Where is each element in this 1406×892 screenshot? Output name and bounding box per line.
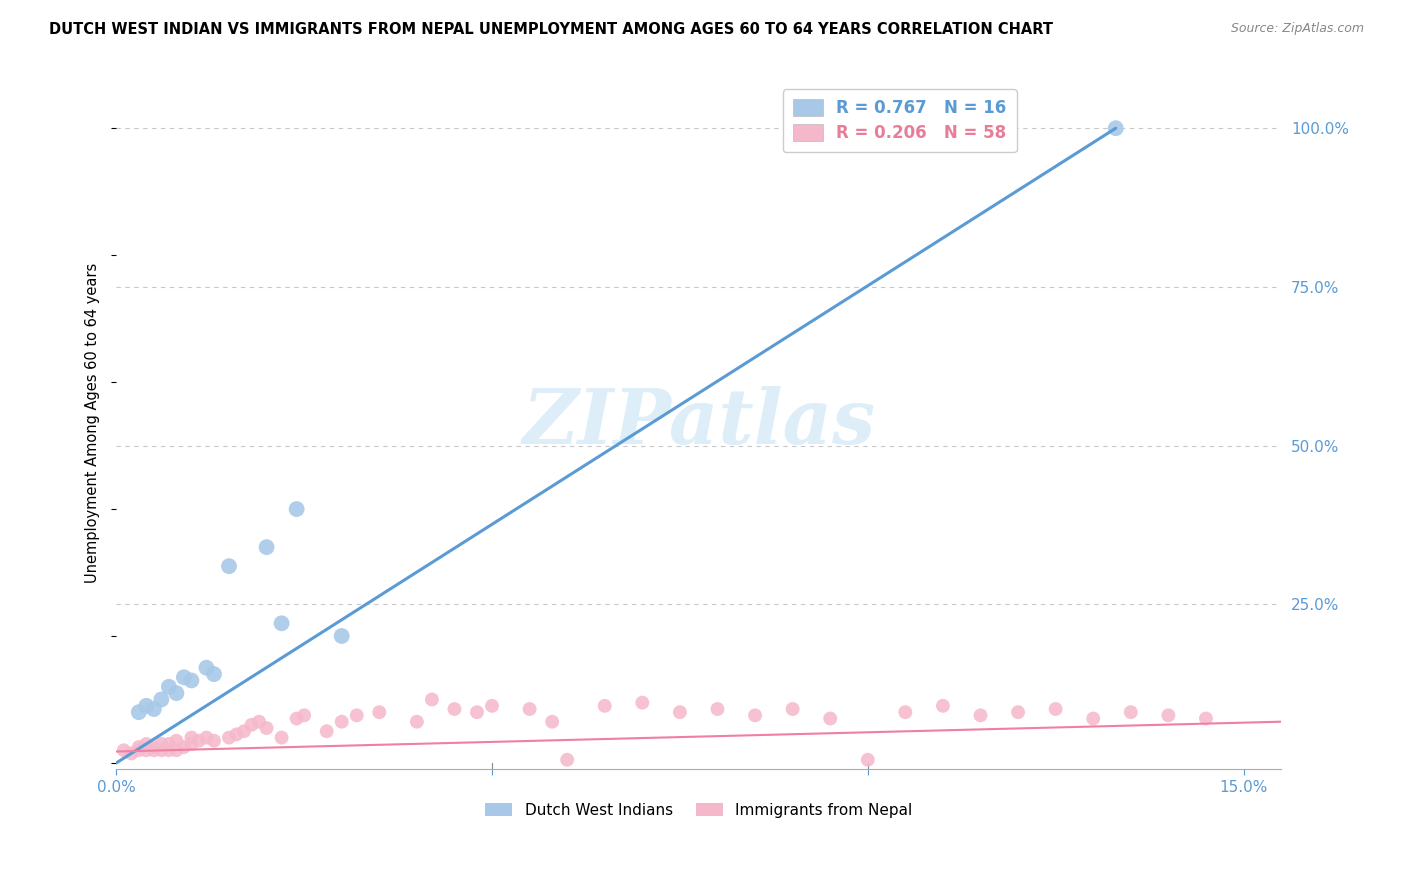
Point bbox=[180, 731, 202, 745]
Point bbox=[1119, 705, 1142, 719]
Point bbox=[1083, 712, 1105, 726]
Point bbox=[218, 731, 240, 745]
Point bbox=[157, 680, 180, 694]
Point bbox=[256, 721, 278, 735]
Legend: Dutch West Indians, Immigrants from Nepal: Dutch West Indians, Immigrants from Nepa… bbox=[478, 797, 918, 824]
Point bbox=[142, 740, 165, 755]
Point bbox=[256, 540, 278, 554]
Point bbox=[247, 714, 270, 729]
Point bbox=[631, 696, 654, 710]
Point bbox=[180, 673, 202, 688]
Point bbox=[150, 692, 173, 706]
Point bbox=[932, 698, 955, 713]
Point bbox=[128, 740, 150, 755]
Point bbox=[285, 712, 308, 726]
Text: Source: ZipAtlas.com: Source: ZipAtlas.com bbox=[1230, 22, 1364, 36]
Point bbox=[187, 733, 209, 747]
Text: DUTCH WEST INDIAN VS IMMIGRANTS FROM NEPAL UNEMPLOYMENT AMONG AGES 60 TO 64 YEAR: DUTCH WEST INDIAN VS IMMIGRANTS FROM NEP… bbox=[49, 22, 1053, 37]
Point bbox=[150, 743, 173, 757]
Point bbox=[142, 743, 165, 757]
Point bbox=[135, 698, 157, 713]
Point bbox=[195, 731, 218, 745]
Point bbox=[744, 708, 766, 723]
Point bbox=[856, 753, 879, 767]
Point bbox=[292, 708, 315, 723]
Point bbox=[225, 727, 247, 741]
Point bbox=[315, 724, 337, 739]
Point bbox=[420, 692, 443, 706]
Point bbox=[173, 670, 195, 684]
Point bbox=[555, 753, 578, 767]
Point bbox=[330, 714, 353, 729]
Point bbox=[157, 743, 180, 757]
Point bbox=[202, 733, 225, 747]
Text: ZIPatlas: ZIPatlas bbox=[522, 386, 876, 460]
Point bbox=[157, 737, 180, 751]
Point bbox=[165, 733, 187, 747]
Point bbox=[202, 667, 225, 681]
Point bbox=[165, 743, 187, 757]
Point bbox=[233, 724, 256, 739]
Point bbox=[519, 702, 541, 716]
Point bbox=[706, 702, 728, 716]
Point bbox=[443, 702, 465, 716]
Point bbox=[1007, 705, 1029, 719]
Y-axis label: Unemployment Among Ages 60 to 64 years: Unemployment Among Ages 60 to 64 years bbox=[86, 263, 100, 583]
Point bbox=[135, 737, 157, 751]
Point bbox=[1195, 712, 1218, 726]
Point bbox=[270, 731, 292, 745]
Point bbox=[818, 712, 841, 726]
Point bbox=[541, 714, 564, 729]
Point bbox=[135, 743, 157, 757]
Point bbox=[270, 616, 292, 631]
Point bbox=[782, 702, 804, 716]
Point bbox=[593, 698, 616, 713]
Point bbox=[173, 740, 195, 755]
Point bbox=[240, 718, 263, 732]
Point bbox=[142, 702, 165, 716]
Point bbox=[368, 705, 391, 719]
Point bbox=[669, 705, 692, 719]
Point bbox=[120, 747, 142, 761]
Point bbox=[165, 686, 187, 700]
Point bbox=[894, 705, 917, 719]
Point bbox=[1157, 708, 1180, 723]
Point bbox=[481, 698, 503, 713]
Point bbox=[218, 559, 240, 574]
Point bbox=[195, 661, 218, 675]
Point bbox=[405, 714, 427, 729]
Point bbox=[150, 737, 173, 751]
Point bbox=[1105, 121, 1128, 136]
Point bbox=[969, 708, 991, 723]
Point bbox=[346, 708, 368, 723]
Point bbox=[128, 705, 150, 719]
Point bbox=[1045, 702, 1067, 716]
Point bbox=[112, 743, 135, 757]
Point bbox=[128, 743, 150, 757]
Point bbox=[285, 502, 308, 516]
Point bbox=[465, 705, 488, 719]
Point bbox=[180, 737, 202, 751]
Point bbox=[330, 629, 353, 643]
